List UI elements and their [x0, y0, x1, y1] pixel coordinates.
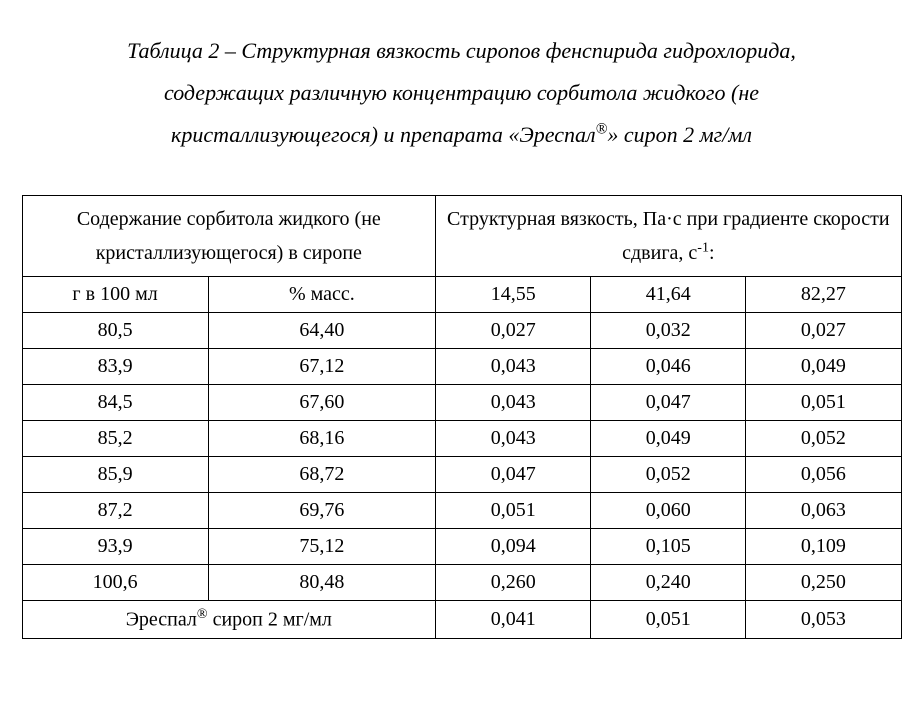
table-header-row-2: г в 100 мл % масс. 14,55 41,64 82,27 [22, 277, 901, 313]
cell-v3: 0,052 [746, 421, 901, 457]
cell-v1: 0,043 [436, 349, 591, 385]
cell-v2: 0,032 [591, 313, 746, 349]
cell-v1: 0,043 [436, 385, 591, 421]
footer-label: Эреспал® сироп 2 мг/мл [22, 601, 436, 639]
header-right-sup: -1 [697, 241, 709, 256]
cell-v2: 0,105 [591, 529, 746, 565]
registered-icon: ® [197, 607, 208, 622]
table-row: 85,9 68,72 0,047 0,052 0,056 [22, 457, 901, 493]
cell-v3: 0,056 [746, 457, 901, 493]
cell-v2: 0,049 [591, 421, 746, 457]
table-row: 80,5 64,40 0,027 0,032 0,027 [22, 313, 901, 349]
cell-g100: 93,9 [22, 529, 208, 565]
cell-mass: 64,40 [208, 313, 436, 349]
subheader-g-per-100ml: г в 100 мл [22, 277, 208, 313]
table-row: 87,2 69,76 0,051 0,060 0,063 [22, 493, 901, 529]
cell-g100: 85,2 [22, 421, 208, 457]
registered-icon: ® [596, 120, 608, 137]
header-right-text-a: Структурная вязкость, Па·с при градиенте… [447, 208, 890, 264]
cell-mass: 80,48 [208, 565, 436, 601]
table-caption: Таблица 2 – Структурная вязкость сиропов… [22, 30, 902, 155]
subheader-rate-1: 14,55 [436, 277, 591, 313]
footer-label-a: Эреспал [126, 609, 197, 631]
footer-v2: 0,051 [591, 601, 746, 639]
cell-v2: 0,240 [591, 565, 746, 601]
cell-v3: 0,063 [746, 493, 901, 529]
cell-v3: 0,049 [746, 349, 901, 385]
caption-line-3b: » сироп 2 мг/мл [607, 122, 752, 147]
subheader-rate-3: 82,27 [746, 277, 901, 313]
caption-line-2: содержащих различную концентрацию сорбит… [164, 80, 759, 105]
cell-v3: 0,027 [746, 313, 901, 349]
footer-v1: 0,041 [436, 601, 591, 639]
table-row: 83,9 67,12 0,043 0,046 0,049 [22, 349, 901, 385]
cell-mass: 69,76 [208, 493, 436, 529]
cell-mass: 68,72 [208, 457, 436, 493]
cell-v2: 0,052 [591, 457, 746, 493]
caption-line-1: Таблица 2 – Структурная вязкость сиропов… [127, 38, 796, 63]
footer-label-b: сироп 2 мг/мл [208, 609, 332, 631]
header-right: Структурная вязкость, Па·с при градиенте… [436, 196, 901, 277]
cell-g100: 100,6 [22, 565, 208, 601]
table-footer-row: Эреспал® сироп 2 мг/мл 0,041 0,051 0,053 [22, 601, 901, 639]
cell-v1: 0,051 [436, 493, 591, 529]
cell-v1: 0,047 [436, 457, 591, 493]
cell-v3: 0,051 [746, 385, 901, 421]
subheader-mass-percent: % масс. [208, 277, 436, 313]
cell-v1: 0,027 [436, 313, 591, 349]
cell-g100: 87,2 [22, 493, 208, 529]
table-row: 100,6 80,48 0,260 0,240 0,250 [22, 565, 901, 601]
table-row: 84,5 67,60 0,043 0,047 0,051 [22, 385, 901, 421]
cell-g100: 80,5 [22, 313, 208, 349]
table-row: 93,9 75,12 0,094 0,105 0,109 [22, 529, 901, 565]
header-right-text-b: : [709, 242, 715, 264]
cell-mass: 67,60 [208, 385, 436, 421]
cell-v2: 0,060 [591, 493, 746, 529]
viscosity-table: Содержание сорбитола жидкого (не кристал… [22, 195, 902, 639]
cell-g100: 83,9 [22, 349, 208, 385]
subheader-rate-2: 41,64 [591, 277, 746, 313]
table-header-row-1: Содержание сорбитола жидкого (не кристал… [22, 196, 901, 277]
caption-line-3a: кристаллизующегося) и препарата «Эреспал [171, 122, 596, 147]
cell-g100: 84,5 [22, 385, 208, 421]
cell-mass: 68,16 [208, 421, 436, 457]
footer-v3: 0,053 [746, 601, 901, 639]
cell-v2: 0,046 [591, 349, 746, 385]
cell-v1: 0,260 [436, 565, 591, 601]
cell-mass: 67,12 [208, 349, 436, 385]
header-left: Содержание сорбитола жидкого (не кристал… [22, 196, 436, 277]
cell-mass: 75,12 [208, 529, 436, 565]
cell-v3: 0,250 [746, 565, 901, 601]
cell-v1: 0,043 [436, 421, 591, 457]
cell-v3: 0,109 [746, 529, 901, 565]
cell-v2: 0,047 [591, 385, 746, 421]
cell-g100: 85,9 [22, 457, 208, 493]
table-row: 85,2 68,16 0,043 0,049 0,052 [22, 421, 901, 457]
cell-v1: 0,094 [436, 529, 591, 565]
